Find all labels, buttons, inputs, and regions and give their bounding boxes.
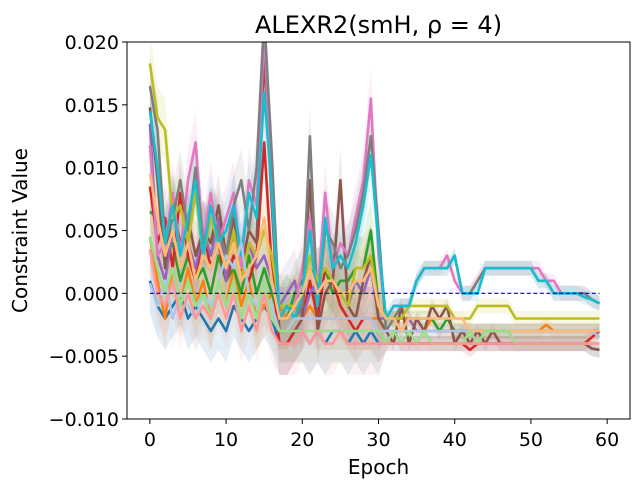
y-tick-label: 0.000 bbox=[65, 283, 119, 305]
x-tick-label: 30 bbox=[366, 429, 390, 451]
series-band-8 bbox=[149, 42, 600, 338]
x-tick-label: 10 bbox=[214, 429, 238, 451]
y-tick-label: 0.020 bbox=[65, 32, 119, 54]
x-tick-label: 40 bbox=[443, 429, 467, 451]
x-tick-label: 50 bbox=[519, 429, 543, 451]
series-line-13 bbox=[148, 249, 600, 345]
x-axis-ticks: 0 10 20 30 40 50 60 bbox=[144, 419, 619, 451]
series-band-10 bbox=[149, 211, 600, 363]
chart-title: ALEXR2(smH, ρ = 4) bbox=[255, 11, 502, 39]
x-tick-label: 60 bbox=[595, 429, 619, 451]
series-band-1 bbox=[149, 205, 600, 350]
x-axis-label: Epoch bbox=[348, 455, 409, 479]
x-tick-label: 20 bbox=[290, 429, 314, 451]
y-tick-label: −0.005 bbox=[49, 346, 119, 368]
y-tick-label: 0.015 bbox=[65, 95, 119, 117]
x-tick-label: 0 bbox=[144, 429, 156, 451]
y-tick-label: 0.005 bbox=[65, 221, 119, 243]
y-axis-ticks: −0.010 −0.005 0.000 0.005 0.010 0.015 0.020 bbox=[49, 32, 127, 431]
y-tick-label: 0.010 bbox=[65, 158, 119, 180]
y-tick-label: −0.010 bbox=[49, 409, 119, 431]
series-line-9 bbox=[148, 91, 601, 320]
series-line-11 bbox=[148, 173, 600, 333]
y-axis-label: Constraint Value bbox=[8, 148, 32, 313]
